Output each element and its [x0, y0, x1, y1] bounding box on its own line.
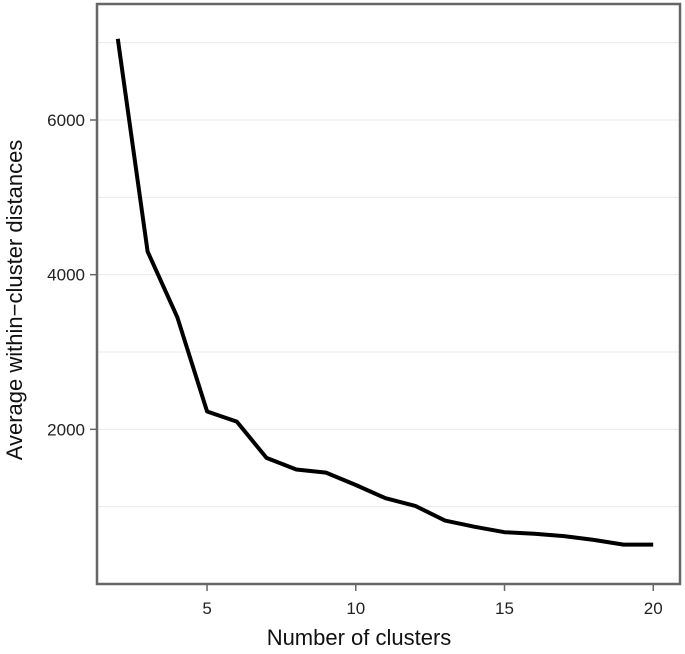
- x-axis-ticks: 5 10 15 20: [202, 584, 663, 618]
- y-tick-label: 4000: [47, 266, 85, 285]
- plot-frame: [95, 2, 682, 586]
- series-layer: [115, 38, 654, 547]
- x-tick-label: 10: [346, 599, 365, 618]
- x-tick-label: 20: [644, 599, 663, 618]
- x-tick-label: 5: [202, 599, 211, 618]
- y-axis-ticks: 2000 4000 6000: [47, 111, 97, 439]
- y-tick-label: 2000: [47, 420, 85, 439]
- y-axis-title: Average within−cluster distances: [2, 140, 27, 461]
- y-tick-label: 6000: [47, 111, 85, 130]
- gridlines: [97, 42, 680, 508]
- x-tick-label: 15: [495, 599, 514, 618]
- series-line: [115, 38, 654, 547]
- x-axis-title: Number of clusters: [267, 625, 452, 650]
